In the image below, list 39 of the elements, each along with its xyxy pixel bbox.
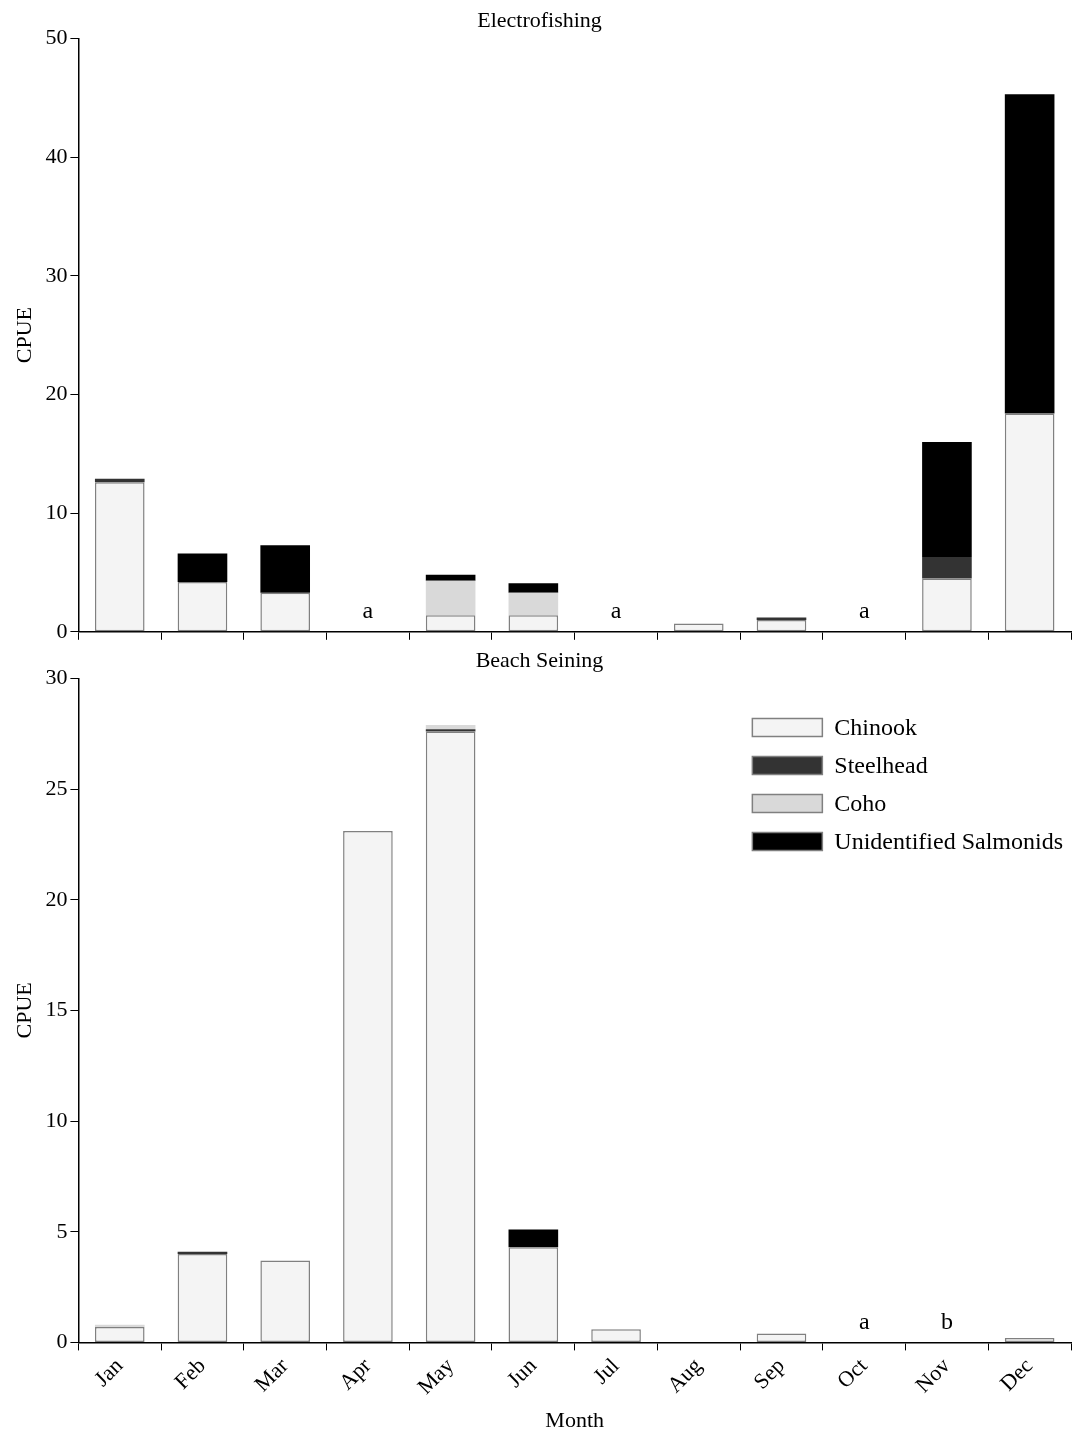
legend-label: Steelhead	[834, 751, 928, 778]
y-tick-label: 50	[45, 24, 68, 50]
x-tick-label: May	[412, 1352, 459, 1399]
annotation: a	[362, 597, 374, 624]
annotation: b	[940, 1307, 953, 1334]
y-tick-label: 20	[45, 380, 68, 406]
x-tick-label: Jan	[88, 1352, 128, 1392]
annotation: a	[610, 597, 622, 624]
x-tick-label: Aug	[661, 1352, 707, 1398]
x-tick-label: Jul	[587, 1352, 624, 1389]
x-tick-label: Mar	[249, 1352, 294, 1397]
y-tick-label: 0	[56, 1328, 68, 1354]
legend-label: Chinook	[834, 713, 918, 740]
annotation: a	[858, 1307, 870, 1334]
y-tick-label: 5	[56, 1217, 68, 1243]
legend-label: Unidentified Salmonids	[834, 827, 1064, 854]
x-tick-label: Oct	[831, 1352, 872, 1393]
annotation: a	[858, 597, 870, 624]
x-axis-title: Month	[545, 1406, 605, 1432]
chart-title: Electrofishing	[477, 6, 602, 32]
chart-title: Beach Seining	[475, 646, 604, 672]
y-tick-label: 15	[45, 996, 68, 1022]
y-tick-label: 10	[45, 498, 68, 524]
x-tick-label: Nov	[910, 1352, 955, 1398]
x-tick-label: Apr	[333, 1352, 376, 1395]
y-tick-label: 25	[45, 774, 68, 800]
x-tick-label: Dec	[994, 1352, 1038, 1396]
y-axis-title: CPUE	[10, 982, 36, 1039]
y-tick-label: 20	[45, 885, 68, 911]
y-axis-title: CPUE	[10, 306, 36, 364]
x-tick-label: Feb	[169, 1352, 211, 1394]
y-tick-label: 40	[45, 142, 68, 168]
y-tick-label: 30	[45, 664, 68, 690]
y-tick-label: 10	[45, 1106, 68, 1132]
x-tick-label: Jun	[501, 1352, 541, 1392]
y-tick-label: 30	[45, 261, 68, 287]
legend-label: Coho	[834, 789, 887, 816]
y-tick-label: 0	[56, 617, 68, 643]
x-tick-label: Sep	[748, 1352, 790, 1394]
